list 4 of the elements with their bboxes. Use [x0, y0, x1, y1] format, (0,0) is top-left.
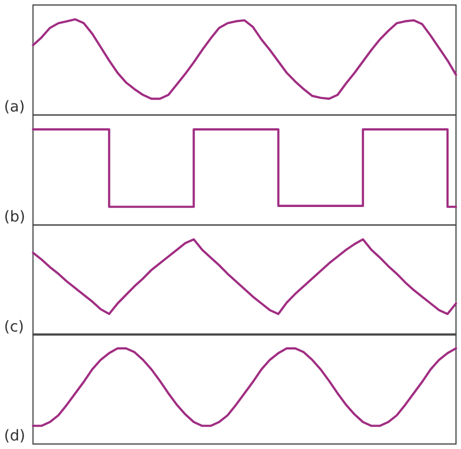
- text: (d): [4, 426, 26, 445]
- text: (b): [4, 207, 26, 226]
- text: (a): [4, 98, 25, 116]
- text: (c): [4, 317, 24, 335]
